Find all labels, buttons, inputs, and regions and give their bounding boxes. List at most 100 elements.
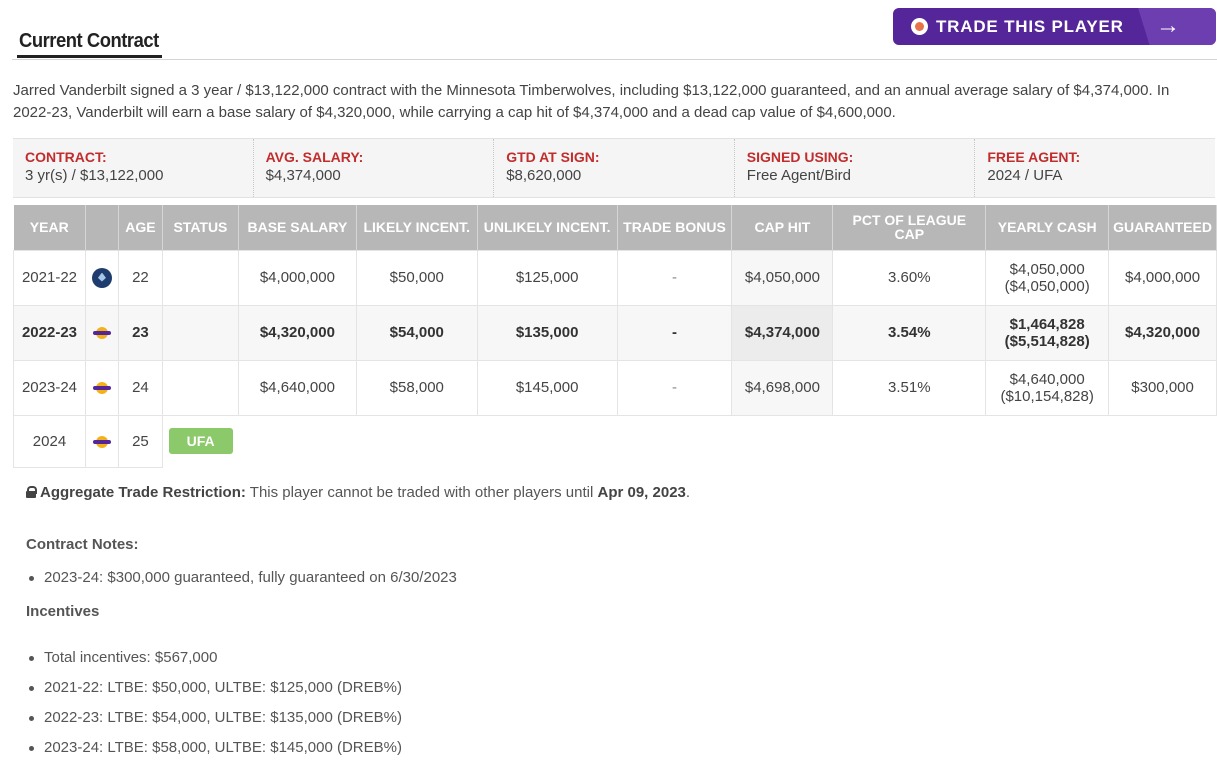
timberwolves-logo-icon[interactable] xyxy=(91,267,112,288)
restriction-label: Aggregate Trade Restriction: xyxy=(40,484,246,501)
cell-unlikely-incentives: $125,000 xyxy=(476,249,618,306)
cell-pct-league-cap: 3.54% xyxy=(832,304,987,361)
col-trade-bonus[interactable]: TRADE BONUS xyxy=(617,205,733,250)
info-free-agent: FREE AGENT: 2024 / UFA xyxy=(975,139,1215,197)
cell-guaranteed: $300,000 xyxy=(1108,359,1217,416)
list-item: Total incentives: $567,000 xyxy=(29,647,402,677)
cell-yearly-cash: $4,640,000 ($10,154,828) xyxy=(985,359,1110,416)
contract-notes-title: Contract Notes: xyxy=(26,536,139,553)
restriction-date: Apr 09, 2023 xyxy=(597,484,686,501)
trade-restriction: Aggregate Trade Restriction: This player… xyxy=(26,484,690,501)
cell-team[interactable] xyxy=(84,359,119,416)
lakers-logo-icon[interactable] xyxy=(92,381,111,395)
cell-trade-bonus: - xyxy=(616,359,733,416)
info-value: 3 yr(s) / $13,122,000 xyxy=(25,167,164,184)
col-year[interactable]: YEAR xyxy=(13,205,86,250)
col-age[interactable]: AGE xyxy=(118,205,163,250)
cell-pct-league-cap: 3.60% xyxy=(832,249,987,306)
incentives-list: Total incentives: $567,000 2021-22: LTBE… xyxy=(29,647,402,767)
col-likely-incentives[interactable]: LIKELY INCENT. xyxy=(356,205,478,250)
trade-button-label: TRADE THIS PLAYER xyxy=(936,17,1124,36)
yearly-cash-value: $4,050,000 xyxy=(1009,260,1085,278)
cell-team[interactable] xyxy=(84,249,119,306)
contract-info-strip: CONTRACT: 3 yr(s) / $13,122,000 AVG. SAL… xyxy=(13,138,1215,198)
cell-year: 2022-23 xyxy=(13,304,86,361)
cumulative-cash-value: ($10,154,828) xyxy=(1000,387,1094,405)
cell-cap-hit: $4,050,000 xyxy=(731,249,834,306)
lock-icon xyxy=(26,486,37,498)
cell-status xyxy=(161,304,239,361)
info-label: GTD AT SIGN: xyxy=(506,149,600,165)
col-base-salary[interactable]: BASE SALARY xyxy=(238,205,357,250)
cell-likely-incentives: $58,000 xyxy=(355,359,478,416)
cell-base-salary: $4,640,000 xyxy=(237,359,357,416)
table-row-free-agent: 2024 25 UFA xyxy=(13,414,1217,468)
basketball-icon xyxy=(911,18,928,35)
cell-yearly-cash: $1,464,828 ($5,514,828) xyxy=(985,304,1110,361)
cell-trade-bonus: - xyxy=(616,304,733,361)
cell-cap-hit: $4,698,000 xyxy=(731,359,834,416)
info-label: FREE AGENT: xyxy=(987,149,1081,165)
info-contract: CONTRACT: 3 yr(s) / $13,122,000 xyxy=(13,139,254,197)
contract-notes-list: 2023-24: $300,000 guaranteed, fully guar… xyxy=(29,567,457,597)
yearly-cash-value: $4,640,000 xyxy=(1009,370,1085,388)
info-label: AVG. SALARY: xyxy=(265,149,364,165)
info-value: $4,374,000 xyxy=(265,167,341,184)
cell-unlikely-incentives: $145,000 xyxy=(476,359,618,416)
cell-trade-bonus: - xyxy=(616,249,733,306)
info-label: CONTRACT: xyxy=(25,149,107,165)
cell-yearly-cash: $4,050,000 ($4,050,000) xyxy=(985,249,1110,306)
col-yearly-cash[interactable]: YEARLY CASH xyxy=(985,205,1110,250)
title-underline xyxy=(17,55,162,58)
restriction-period: . xyxy=(685,484,691,501)
cell-year: 2023-24 xyxy=(13,359,86,416)
year-start: 2022 xyxy=(21,324,56,341)
cell-team[interactable] xyxy=(84,304,119,361)
yearly-cash-value: $1,464,828 xyxy=(1009,315,1085,333)
cell-cap-hit: $4,374,000 xyxy=(731,304,834,361)
lakers-logo-icon[interactable] xyxy=(92,326,111,340)
section-header: Current Contract xyxy=(12,0,1217,60)
table-row-current: 2022-23 23 $4,320,000 $54,000 $135,000 -… xyxy=(13,304,1217,361)
info-signed-using: SIGNED USING: Free Agent/Bird xyxy=(735,139,976,197)
cell-age: 24 xyxy=(117,359,163,416)
restriction-text: This player cannot be traded with other … xyxy=(249,484,594,501)
trade-this-player-button[interactable]: TRADE THIS PLAYER → xyxy=(893,8,1216,45)
table-row: 2023-24 24 $4,640,000 $58,000 $145,000 -… xyxy=(13,359,1217,416)
lakers-logo-icon[interactable] xyxy=(92,435,111,449)
info-value: Free Agent/Bird xyxy=(746,167,852,184)
cell-guaranteed: $4,320,000 xyxy=(1108,304,1217,361)
cell-team[interactable] xyxy=(84,414,119,468)
cell-guaranteed: $4,000,000 xyxy=(1108,249,1217,306)
cell-unlikely-incentives: $135,000 xyxy=(476,304,618,361)
col-guaranteed[interactable]: GUARANTEED xyxy=(1108,205,1217,250)
empty-cells xyxy=(238,415,1216,467)
arrow-right-icon: → xyxy=(1156,12,1180,39)
info-value: 2024 / UFA xyxy=(987,167,1063,184)
info-value: $8,620,000 xyxy=(506,167,582,184)
cell-year: 2024 xyxy=(13,414,86,468)
col-status[interactable]: STATUS xyxy=(162,205,239,250)
contract-table: YEAR AGE STATUS BASE SALARY LIKELY INCEN… xyxy=(13,205,1217,468)
section-title: Current Contract xyxy=(19,30,159,52)
cell-age: 25 xyxy=(117,414,163,468)
cell-age: 23 xyxy=(117,304,163,361)
contract-summary: Jarred Vanderbilt signed a 3 year / $13,… xyxy=(13,82,1170,121)
ufa-badge: UFA xyxy=(168,428,233,455)
table-row: 2021-22 22 $4,000,000 $50,000 $125,000 -… xyxy=(13,249,1217,306)
list-item: 2021-22: LTBE: $50,000, ULTBE: $125,000 … xyxy=(29,677,402,707)
cell-base-salary: $4,320,000 xyxy=(237,304,357,361)
cell-status xyxy=(161,359,239,416)
info-gtd-at-sign: GTD AT SIGN: $8,620,000 xyxy=(494,139,735,197)
list-item: 2023-24: LTBE: $58,000, ULTBE: $145,000 … xyxy=(29,737,402,767)
col-cap-hit[interactable]: CAP HIT xyxy=(731,205,834,250)
list-item: 2023-24: $300,000 guaranteed, fully guar… xyxy=(29,567,457,597)
col-unlikely-incentives[interactable]: UNLIKELY INCENT. xyxy=(477,205,618,250)
cell-year: 2021-22 xyxy=(13,249,86,306)
col-pct-league-cap[interactable]: PCT OF LEAGUE CAP xyxy=(832,205,987,250)
list-item: 2022-23: LTBE: $54,000, ULTBE: $135,000 … xyxy=(29,707,402,737)
col-team xyxy=(85,205,119,250)
cell-status xyxy=(161,249,239,306)
cell-status: UFA xyxy=(162,415,238,467)
cell-base-salary: $4,000,000 xyxy=(237,249,357,306)
